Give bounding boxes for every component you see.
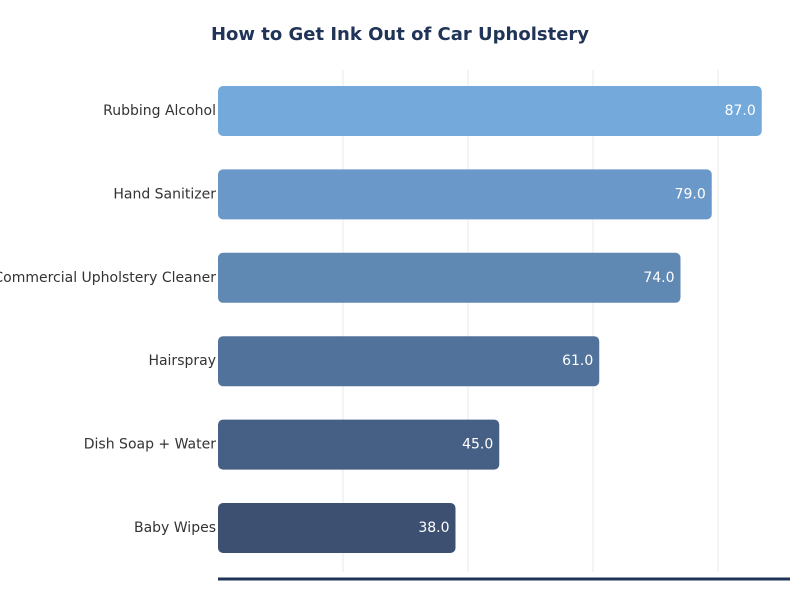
data-label: 87.0 (725, 103, 756, 119)
category-label: Rubbing Alcohol (103, 103, 216, 119)
data-label: 61.0 (562, 353, 593, 369)
data-label: 38.0 (418, 520, 449, 536)
bar (218, 419, 500, 470)
category-label: Dish Soap + Water (84, 437, 216, 453)
chart-title: How to Get Ink Out of Car Upholstery (210, 24, 590, 45)
data-label: 45.0 (462, 437, 493, 453)
data-label: 74.0 (643, 270, 674, 286)
data-label: 79.0 (675, 186, 706, 202)
category-label: Hand Sanitizer (113, 186, 216, 202)
bar (218, 336, 600, 387)
bar (218, 252, 681, 303)
category-label: Hairspray (148, 353, 216, 369)
bar (218, 86, 762, 136)
category-label: Commercial Upholstery Cleaner (0, 270, 216, 286)
category-label: Baby Wipes (134, 520, 216, 536)
bar (218, 503, 456, 553)
bar (218, 169, 712, 220)
